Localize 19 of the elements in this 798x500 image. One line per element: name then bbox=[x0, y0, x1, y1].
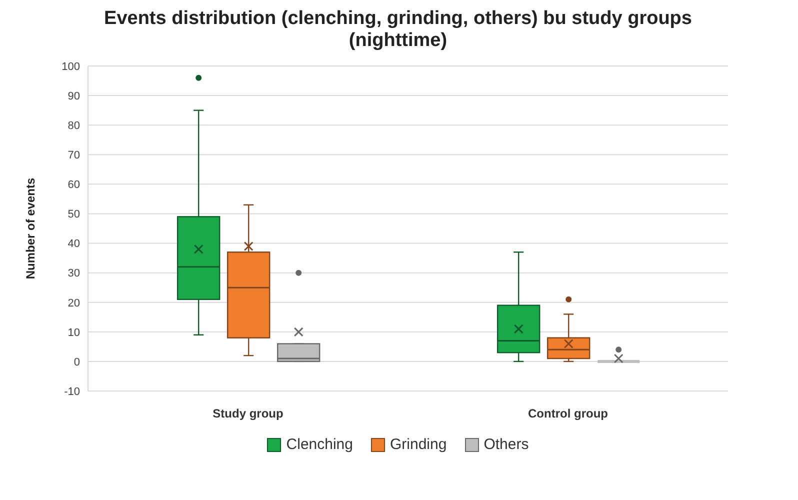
y-tick-label: -10 bbox=[64, 386, 80, 398]
x-tick-label: Study group bbox=[212, 406, 284, 421]
chart-title: Events distribution (clenching, grinding, others) bu study groups (nighttime) bbox=[103, 8, 693, 52]
y-tick-label: 60 bbox=[68, 179, 80, 192]
legend-label: Others bbox=[484, 436, 529, 453]
y-tick-label: 100 bbox=[62, 60, 80, 73]
y-tick-label: 40 bbox=[68, 238, 80, 250]
y-axis-title: Number of events bbox=[23, 178, 38, 280]
y-tick-label: 70 bbox=[68, 150, 80, 162]
x-tick-label: Control group bbox=[528, 406, 608, 421]
y-tick-label: 50 bbox=[68, 208, 80, 221]
y-tick-label: 20 bbox=[68, 297, 80, 310]
legend-label: Grinding bbox=[390, 436, 447, 453]
legend-label: Clenching bbox=[286, 436, 353, 453]
y-tick-label: 10 bbox=[68, 326, 80, 339]
y-tick-label: 0 bbox=[74, 356, 80, 368]
y-tick-label: 90 bbox=[68, 90, 80, 102]
y-tick-label: 30 bbox=[68, 268, 80, 280]
y-tick-label: 80 bbox=[68, 120, 80, 132]
